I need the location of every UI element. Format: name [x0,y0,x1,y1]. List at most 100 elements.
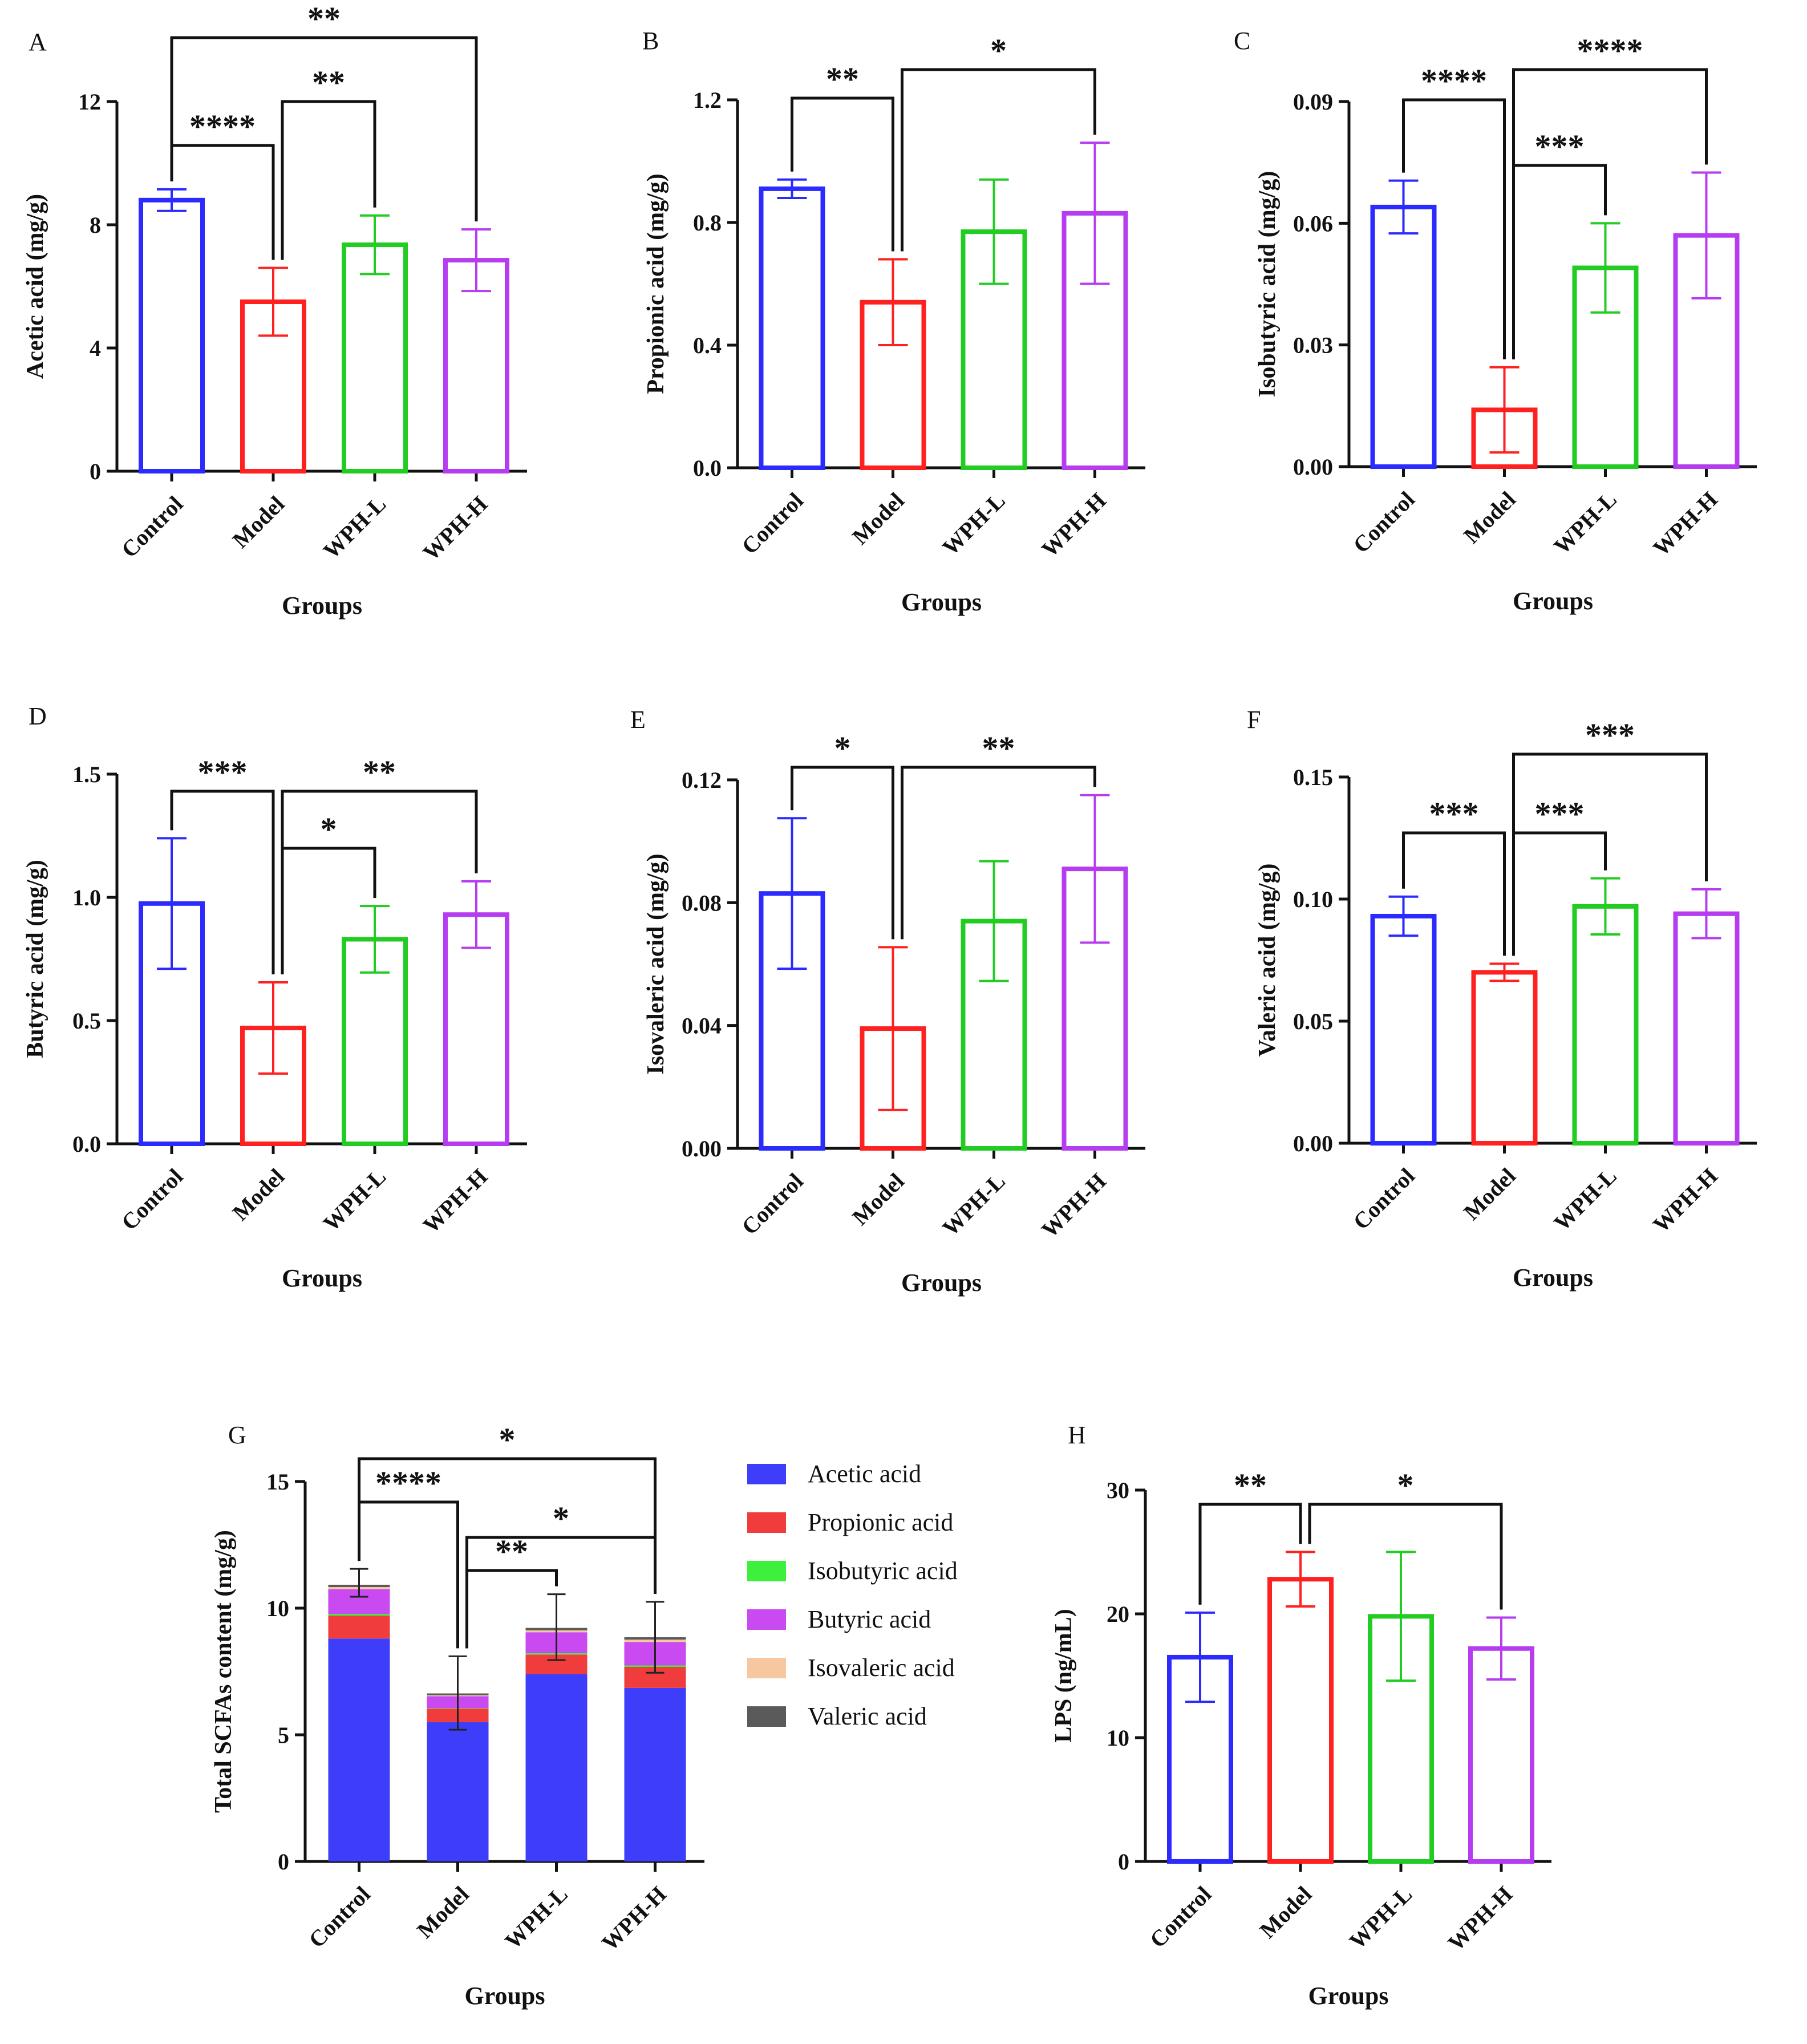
significance-label: *** [198,754,248,791]
y-tick-label: 0.8 [693,210,722,236]
x-tick-label-wph-l: WPH-L [937,488,1010,561]
panel-e: E 0.00 0.04 0.08 0.12 Isovaleric acid (mg/g) C… [630,706,1145,1297]
y-tick-label: 12 [78,89,101,115]
x-tick-label-control: Control [1348,1163,1420,1235]
panel-f: F 0.00 0.05 0.10 0.15 Valeric acid (mg/g) Cont… [1247,706,1757,1292]
legend-label: Propionic acid [808,1508,953,1536]
x-tick-label-wph-l: WPH-L [1549,487,1622,560]
legend-swatch [747,1609,786,1630]
y-axis-label: LPS (ng/mL) [1051,1609,1077,1743]
legend-swatch [747,1561,786,1581]
x-axis-label: Groups [901,588,982,616]
bar-control [1370,913,1437,1146]
x-tick-label-wph-h: WPH-H [1036,1168,1111,1243]
stack-segment-isobutyric-acid [328,1614,390,1616]
significance-label: **** [189,108,256,145]
legend-label: Butyric acid [808,1605,931,1633]
x-tick-label-control: Control [736,488,808,560]
bar-model [1471,970,1538,1146]
significance-label: ** [982,730,1015,767]
significance-label: * [1397,1467,1414,1504]
x-tick-label-wph-h: WPH-H [1648,487,1723,561]
y-axis-label: Total SCFAs content (mg/g) [210,1530,237,1813]
legend: Acetic acid Propionic acid Isobutyric acid… [747,1460,958,1730]
panel-label: F [1247,706,1261,734]
significance-bracket [170,36,478,222]
y-axis-label: Butyric acid (mg/g) [22,860,48,1058]
panel-a: A 0 4 8 12 Acetic acid (mg/g) Control Model WPH-… [22,0,527,620]
y-tick-label: 4 [90,335,101,361]
x-tick-label-wph-l: WPH-L [1344,1881,1417,1954]
significance-bracket [791,96,894,252]
x-axis-label: Groups [901,1269,982,1297]
panel-c: C 0.00 0.03 0.06 0.09 Isobutyric acid (mg/g) C… [1234,27,1757,615]
significance-bracket [281,790,478,975]
panel-label: H [1068,1421,1086,1449]
x-tick-label-model: Model [1458,1163,1521,1225]
y-tick-label: 5 [278,1722,289,1748]
significance-label: *** [1585,717,1635,754]
y-tick-label: 10 [1107,1725,1129,1751]
y-tick-label: 10 [266,1596,289,1621]
x-tick-label-wph-h: WPH-H [1036,488,1111,562]
significance-bracket [1198,1503,1302,1605]
significance-label: ** [826,60,859,98]
y-tick-label: 0 [1118,1849,1129,1875]
x-tick-label-wph-l: WPH-L [318,1164,391,1237]
bar-control [139,197,205,473]
x-tick-label-model: Model [847,1168,909,1231]
y-tick-label: 0.5 [72,1008,101,1034]
legend-swatch [747,1706,786,1727]
x-tick-label-wph-l: WPH-L [937,1168,1010,1241]
significance-bracket [901,68,1096,252]
x-tick-label-wph-h: WPH-H [597,1881,671,1956]
y-axis-label: Propionic acid (mg/g) [643,173,669,394]
significance-label: ** [363,754,396,791]
y-tick-label: 0.08 [682,890,722,916]
significance-bracket [170,144,275,260]
significance-label: * [499,1421,516,1458]
significance-bracket [791,766,894,940]
y-tick-label: 0.05 [1293,1009,1333,1034]
panel-h: H 0 10 20 30 LPS (ng/mL) Control Model WPH-L WPH-… [1051,1421,1551,2010]
significance-label: *** [1535,128,1585,165]
stack-segment-acetic-acid [525,1674,588,1861]
x-axis-label: Groups [1308,1982,1388,2010]
y-tick-label: 0.00 [682,1136,722,1161]
significance-label: * [990,32,1007,69]
y-tick-label: 0 [278,1849,289,1875]
y-tick-label: 0.09 [1293,89,1333,115]
x-tick-label-wph-h: WPH-H [418,491,493,566]
y-tick-label: 15 [266,1469,289,1495]
x-tick-label-wph-l: WPH-L [318,491,391,564]
significance-bracket [901,766,1096,940]
bar-control [759,186,825,470]
y-tick-label: 0.10 [1293,887,1333,912]
significance-label: ** [495,1533,528,1570]
significance-bracket [281,100,376,260]
significance-bracket [170,790,275,975]
y-tick-label: 20 [1107,1601,1129,1627]
significance-bracket [281,847,376,975]
y-tick-label: 0.15 [1293,764,1333,790]
legend-swatch [747,1658,786,1678]
x-tick-label-model: Model [1458,487,1521,549]
y-tick-label: 30 [1107,1478,1129,1503]
x-tick-label-model: Model [412,1881,474,1944]
bar-wph-l [342,242,408,473]
stack-segment-acetic-acid [328,1638,390,1861]
significance-bracket [1402,98,1506,359]
x-tick-label-control: Control [1348,487,1420,558]
y-tick-label: 1.5 [72,762,101,787]
legend-label: Isovaleric acid [808,1654,955,1682]
y-tick-label: 1.2 [693,87,722,113]
significance-label: *** [1535,795,1585,832]
y-tick-label: 0.03 [1293,333,1333,358]
significance-bracket [1512,68,1708,359]
significance-label: * [834,730,851,767]
panel-label: C [1234,27,1250,55]
significance-label: ** [307,0,341,37]
panel-b: B 0.0 0.4 0.8 1.2 Propionic acid (mg/g) Contro… [642,27,1145,616]
x-tick-label-control: Control [1145,1881,1217,1953]
